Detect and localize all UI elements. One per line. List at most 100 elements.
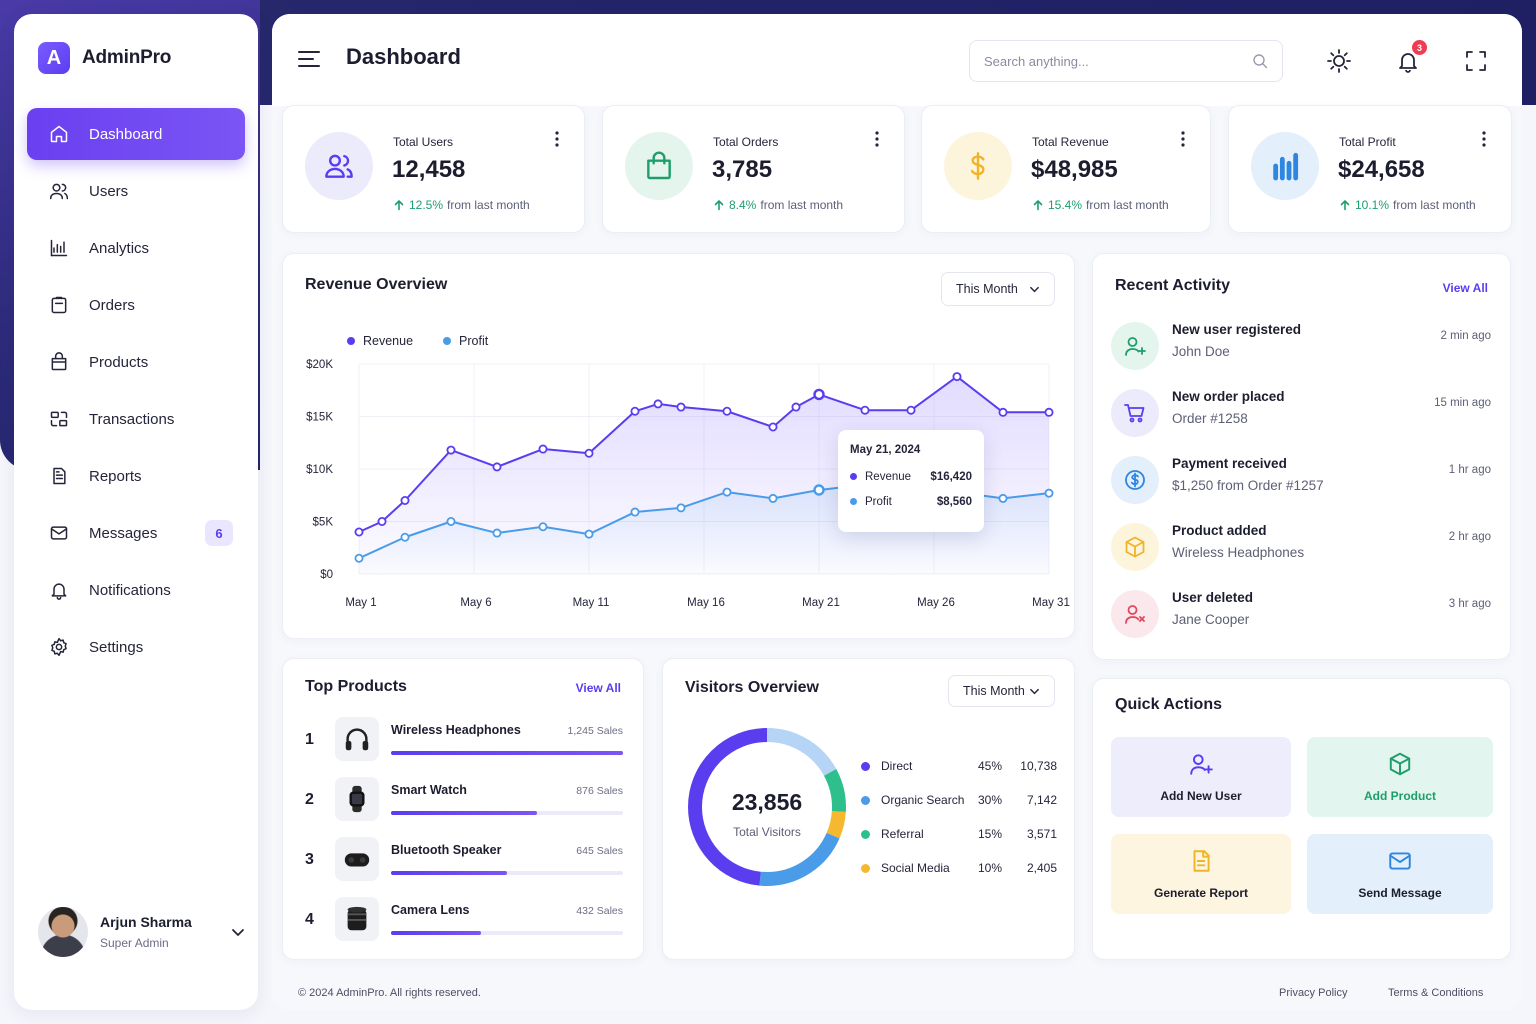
fullscreen-icon[interactable] <box>1463 48 1489 74</box>
data-point-revenue[interactable] <box>906 405 916 415</box>
data-point-profit[interactable] <box>584 529 594 539</box>
footer-privacy-link[interactable]: Privacy Policy <box>1279 987 1348 999</box>
product-row[interactable]: 4 Camera Lens 432 Sales <box>305 897 623 947</box>
donut-segment-referral[interactable] <box>688 728 846 886</box>
activity-view-all-link[interactable]: View All <box>1442 281 1488 295</box>
legend-profit: Profit <box>443 334 488 348</box>
data-point-profit[interactable] <box>676 503 686 513</box>
sidebar-item-label: Dashboard <box>89 125 163 143</box>
y-tick-label: $10K <box>306 464 333 476</box>
activity-time: 1 hr ago <box>1448 464 1491 476</box>
data-point-profit[interactable] <box>722 487 732 497</box>
messages-count-badge: 6 <box>205 520 233 546</box>
search-box[interactable] <box>969 40 1283 82</box>
more-options-icon[interactable] <box>554 130 560 148</box>
data-point-revenue[interactable] <box>813 388 825 401</box>
activity-item[interactable]: New order placed Order #1258 15 min ago <box>1111 385 1491 441</box>
sidebar-item-reports[interactable]: Reports <box>27 450 245 502</box>
activity-item[interactable]: Payment received $1,250 from Order #1257… <box>1111 452 1491 508</box>
data-point-revenue[interactable] <box>377 516 387 526</box>
data-point-revenue[interactable] <box>676 402 686 412</box>
data-point-profit[interactable] <box>998 493 1008 503</box>
sidebar-item-dashboard[interactable]: Dashboard <box>27 108 245 160</box>
activity-item[interactable]: User deleted Jane Cooper 3 hr ago <box>1111 586 1491 642</box>
send-message-button[interactable]: Send Message <box>1307 834 1493 914</box>
visitors-period-select[interactable]: This Month <box>948 675 1055 707</box>
data-point-profit[interactable] <box>813 484 825 496</box>
source-percent: 45% <box>978 759 1003 773</box>
activity-item[interactable]: Product added Wireless Headphones 2 hr a… <box>1111 519 1491 575</box>
donut-segment-direct[interactable] <box>688 728 846 886</box>
sidebar-item-messages[interactable]: Messages 6 <box>27 507 245 559</box>
data-point-revenue[interactable] <box>400 495 410 505</box>
data-point-revenue[interactable] <box>354 527 364 537</box>
data-point-revenue[interactable] <box>952 372 962 382</box>
speaker-icon <box>335 837 379 881</box>
data-point-profit[interactable] <box>1044 488 1054 498</box>
sidebar-item-notifications[interactable]: Notifications <box>27 564 245 616</box>
more-options-icon[interactable] <box>1481 130 1487 148</box>
footer-terms-link[interactable]: Terms & Conditions <box>1388 987 1484 999</box>
sidebar-item-orders[interactable]: Orders <box>27 279 245 331</box>
data-point-revenue[interactable] <box>538 444 548 454</box>
product-row[interactable]: 2 Smart Watch 876 Sales <box>305 777 623 827</box>
sidebar-item-products[interactable]: Products <box>27 336 245 388</box>
x-tick-label: May 1 <box>345 597 376 609</box>
arrow-up-icon <box>714 200 724 211</box>
search-input[interactable] <box>984 53 1252 69</box>
products-view-all-link[interactable]: View All <box>575 681 621 695</box>
data-point-profit[interactable] <box>538 522 548 532</box>
visitors-total: 23,856 <box>731 789 803 815</box>
donut-segment-organic-search[interactable] <box>688 728 846 886</box>
data-point-revenue[interactable] <box>492 462 502 472</box>
report-icon <box>1193 850 1210 872</box>
data-point-revenue[interactable] <box>630 406 640 416</box>
data-point-revenue[interactable] <box>722 406 732 416</box>
data-point-revenue[interactable] <box>768 422 778 432</box>
revenue-period-select[interactable]: This Month <box>941 272 1055 306</box>
data-point-revenue[interactable] <box>791 402 801 412</box>
activity-item[interactable]: New user registered John Doe 2 min ago <box>1111 318 1491 374</box>
total-users-card: Total Users 12,458 12.5% from last month <box>282 105 585 233</box>
add-new-user-button[interactable]: Add New User <box>1111 737 1291 817</box>
data-point-profit[interactable] <box>400 532 410 542</box>
product-rank: 4 <box>305 911 314 928</box>
data-point-revenue[interactable] <box>653 399 663 409</box>
bell-icon[interactable] <box>1395 48 1421 74</box>
menu-icon[interactable] <box>298 50 320 68</box>
sidebar-item-label: Messages <box>89 524 158 542</box>
data-point-revenue[interactable] <box>584 448 594 458</box>
sidebar-item-users[interactable]: Users <box>27 165 245 217</box>
bar-chart-icon <box>1251 132 1319 200</box>
activity-time: 15 min ago <box>1434 397 1491 409</box>
product-row[interactable]: 1 Wireless Headphones 1,245 Sales <box>305 717 623 767</box>
arrow-up-icon <box>1033 200 1043 211</box>
generate-report-button[interactable]: Generate Report <box>1111 834 1291 914</box>
data-point-profit[interactable] <box>768 493 778 503</box>
more-options-icon[interactable] <box>874 130 880 148</box>
data-point-profit[interactable] <box>492 528 502 538</box>
dollar-icon <box>944 132 1012 200</box>
revenue-title: Revenue Overview <box>305 276 448 293</box>
search-icon[interactable] <box>1252 53 1268 69</box>
data-point-revenue[interactable] <box>1044 407 1054 417</box>
sidebar-item-transactions[interactable]: Transactions <box>27 393 245 445</box>
sidebar-item-analytics[interactable]: Analytics <box>27 222 245 274</box>
visitors-title: Visitors Overview <box>685 679 819 696</box>
sidebar-item-settings[interactable]: Settings <box>27 621 245 673</box>
data-point-profit[interactable] <box>354 553 364 563</box>
add-product-button[interactable]: Add Product <box>1307 737 1493 817</box>
data-point-profit[interactable] <box>446 516 456 526</box>
more-options-icon[interactable] <box>1180 130 1186 148</box>
data-point-revenue[interactable] <box>998 407 1008 417</box>
user-profile[interactable]: Arjun Sharma Super Admin <box>38 904 244 960</box>
product-row[interactable]: 3 Bluetooth Speaker 645 Sales <box>305 837 623 887</box>
data-point-revenue[interactable] <box>860 405 870 415</box>
legend-dot <box>861 830 870 839</box>
sun-icon[interactable] <box>1326 48 1352 74</box>
data-point-profit[interactable] <box>630 507 640 517</box>
chevron-down-icon[interactable] <box>230 924 246 940</box>
data-point-revenue[interactable] <box>446 445 456 455</box>
brand[interactable]: A AdminPro <box>38 42 171 74</box>
arrow-up-icon <box>1340 200 1350 211</box>
